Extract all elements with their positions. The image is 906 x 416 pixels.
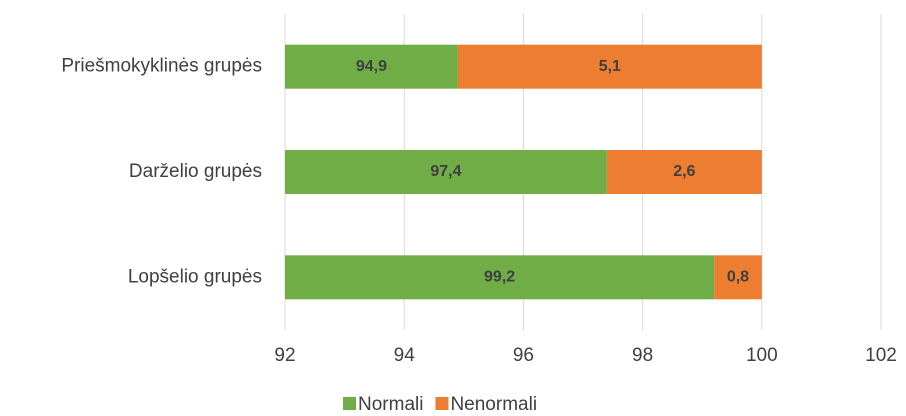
x-tick-label: 94 (394, 345, 416, 366)
x-tick-label: 92 (274, 345, 295, 366)
category-label: Lopšelio grupės (128, 266, 262, 287)
bar-segment (285, 150, 607, 194)
x-tick-label: 98 (632, 345, 653, 366)
category-label: Darželio grupės (129, 161, 262, 182)
category-label: Priešmokyklinės grupės (61, 56, 262, 77)
legend-label: Normali (358, 394, 423, 415)
x-tick-label: 100 (746, 345, 778, 366)
bar-segment (285, 255, 715, 300)
bar-segment (714, 255, 762, 300)
bar-segment (606, 150, 762, 194)
data-label: 94,9 (356, 58, 387, 75)
legend-swatch (343, 397, 356, 410)
data-label: 97,4 (430, 163, 461, 180)
x-tick-label: 96 (513, 345, 534, 366)
bar-segment (285, 44, 458, 89)
data-label: 5,1 (599, 58, 621, 75)
legend-swatch (435, 397, 449, 410)
bar-segment (457, 44, 762, 89)
data-label: 99,2 (484, 269, 515, 286)
data-label: 2,6 (673, 163, 695, 180)
data-label: 0,8 (727, 269, 749, 286)
x-tick-label: 102 (865, 345, 897, 366)
legend-label: Nenormali (450, 394, 537, 415)
